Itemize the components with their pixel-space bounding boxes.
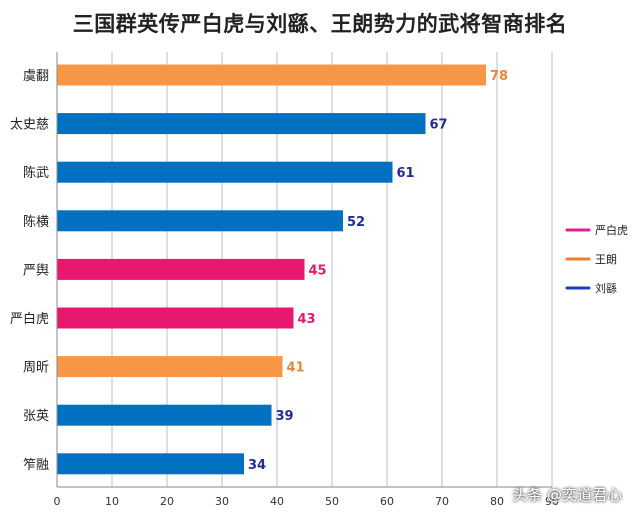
- data-label: 43: [298, 312, 316, 327]
- x-tick-label: 0: [54, 495, 61, 508]
- x-tick-label: 50: [325, 495, 339, 508]
- x-tick-label: 20: [160, 495, 174, 508]
- category-label: 陈横: [23, 214, 49, 230]
- data-label: 41: [287, 361, 305, 376]
- legend-label: 刘繇: [595, 282, 617, 295]
- x-tick-label: 30: [215, 495, 229, 508]
- bars: 78 67 61 52 45 43 41 39 34: [57, 64, 508, 475]
- x-tick-label: 80: [490, 495, 504, 508]
- bar: [57, 453, 244, 475]
- bar: [57, 161, 393, 183]
- bar: [57, 210, 343, 232]
- category-label: 严白虎: [10, 311, 49, 327]
- category-label: 太史慈: [10, 118, 49, 133]
- x-tick-label: 60: [380, 495, 394, 508]
- category-label: 虞翻: [23, 69, 49, 84]
- data-label: 39: [276, 409, 294, 424]
- legend-label: 严白虎: [595, 223, 628, 237]
- bar: [57, 258, 305, 280]
- bar: [57, 356, 283, 378]
- category-label: 张英: [23, 409, 49, 424]
- x-tick-label: 10: [105, 495, 119, 508]
- data-label: 78: [490, 69, 508, 84]
- data-label: 45: [309, 263, 327, 278]
- category-label: 陈武: [23, 165, 49, 181]
- x-tick-label: 90: [545, 495, 559, 508]
- legend-label: 王朗: [595, 253, 617, 266]
- category-label: 周昕: [23, 361, 49, 376]
- x-tick-label: 40: [270, 495, 284, 508]
- data-label: 52: [347, 215, 365, 230]
- data-label: 34: [248, 458, 266, 473]
- data-label: 67: [430, 118, 448, 133]
- chart-title: 三国群英传严白虎与刘繇、王朗势力的武将智商排名: [72, 12, 568, 36]
- watermark: 头条 @奕道君心: [512, 486, 622, 504]
- category-label: 笮融: [23, 457, 49, 473]
- bar: [57, 307, 294, 329]
- bar: [57, 64, 486, 86]
- data-label: 61: [397, 166, 415, 181]
- x-tick-label: 70: [435, 495, 449, 508]
- bar: [57, 113, 426, 135]
- bar: [57, 404, 272, 426]
- category-label: 严舆: [23, 263, 49, 278]
